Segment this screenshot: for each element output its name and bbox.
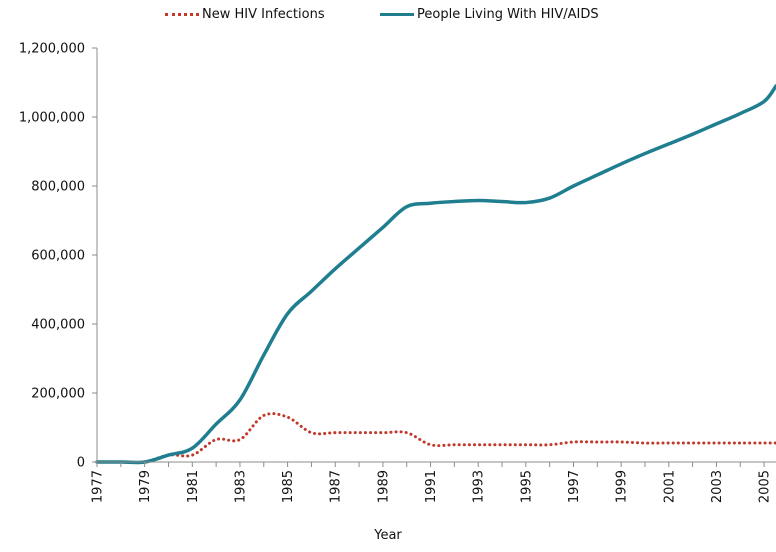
y-tick-label: 200,000 — [31, 387, 85, 402]
y-tick-label: 1,000,000 — [19, 111, 85, 126]
x-tick-label: 2001 — [662, 470, 677, 503]
y-tick-label: 800,000 — [31, 180, 85, 195]
x-tick-label: 1995 — [519, 470, 534, 503]
x-tick-label: 1993 — [472, 470, 487, 503]
x-tick-label: 2005 — [758, 470, 773, 503]
x-tick-label: 1977 — [91, 470, 106, 503]
x-tick-label: 1991 — [424, 470, 439, 503]
legend-label: People Living With HIV/AIDS — [417, 7, 599, 22]
x-tick-label: 1985 — [281, 470, 296, 503]
axes: 0 200,000 400,000 600,000 800,000 1,000,000 1,… — [19, 42, 776, 503]
x-tick-label: 1989 — [376, 470, 391, 503]
y-tick-label: 600,000 — [31, 249, 85, 264]
x-tick-label: 1999 — [615, 470, 630, 503]
x-tick-label: 2003 — [710, 470, 725, 503]
legend: New HIV Infections People Living With HI… — [0, 7, 776, 29]
legend-item-new-infections: New HIV Infections — [165, 7, 325, 22]
x-axis-title: Year — [374, 528, 402, 543]
x-tick-label: 1979 — [138, 470, 153, 503]
series-line-new-infections — [95, 412, 776, 465]
plot-area — [95, 84, 776, 465]
legend-swatch-solid — [380, 13, 414, 16]
legend-item-people-living: People Living With HIV/AIDS — [380, 7, 599, 22]
y-tick-label: 0 — [77, 456, 85, 471]
legend-label: New HIV Infections — [202, 7, 325, 22]
x-tick-label: 1983 — [233, 470, 248, 503]
legend-swatch-dotted — [165, 13, 199, 16]
y-tick-label: 400,000 — [31, 318, 85, 333]
y-tick-label: 1,200,000 — [19, 42, 85, 57]
x-tick-label: 1997 — [567, 470, 582, 503]
x-tick-label: 1987 — [329, 470, 344, 503]
x-tick-label: 1981 — [186, 470, 201, 503]
series-line-people-living — [95, 84, 776, 465]
